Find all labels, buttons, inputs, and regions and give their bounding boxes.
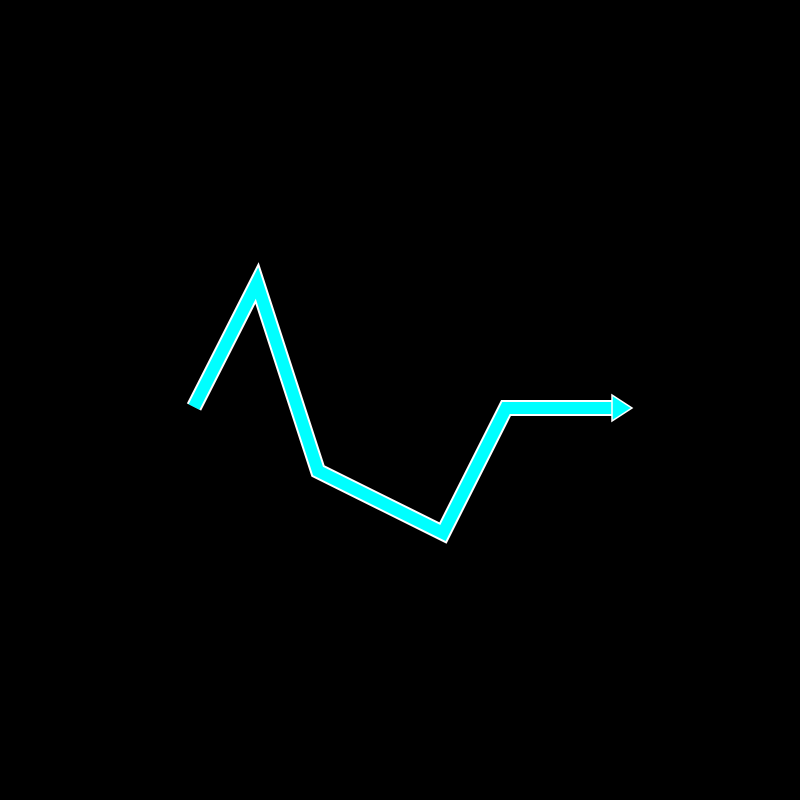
zigzag-arrow: [186, 262, 634, 544]
arrow-right-icon: [611, 393, 634, 423]
zigzag-path: [188, 267, 615, 542]
